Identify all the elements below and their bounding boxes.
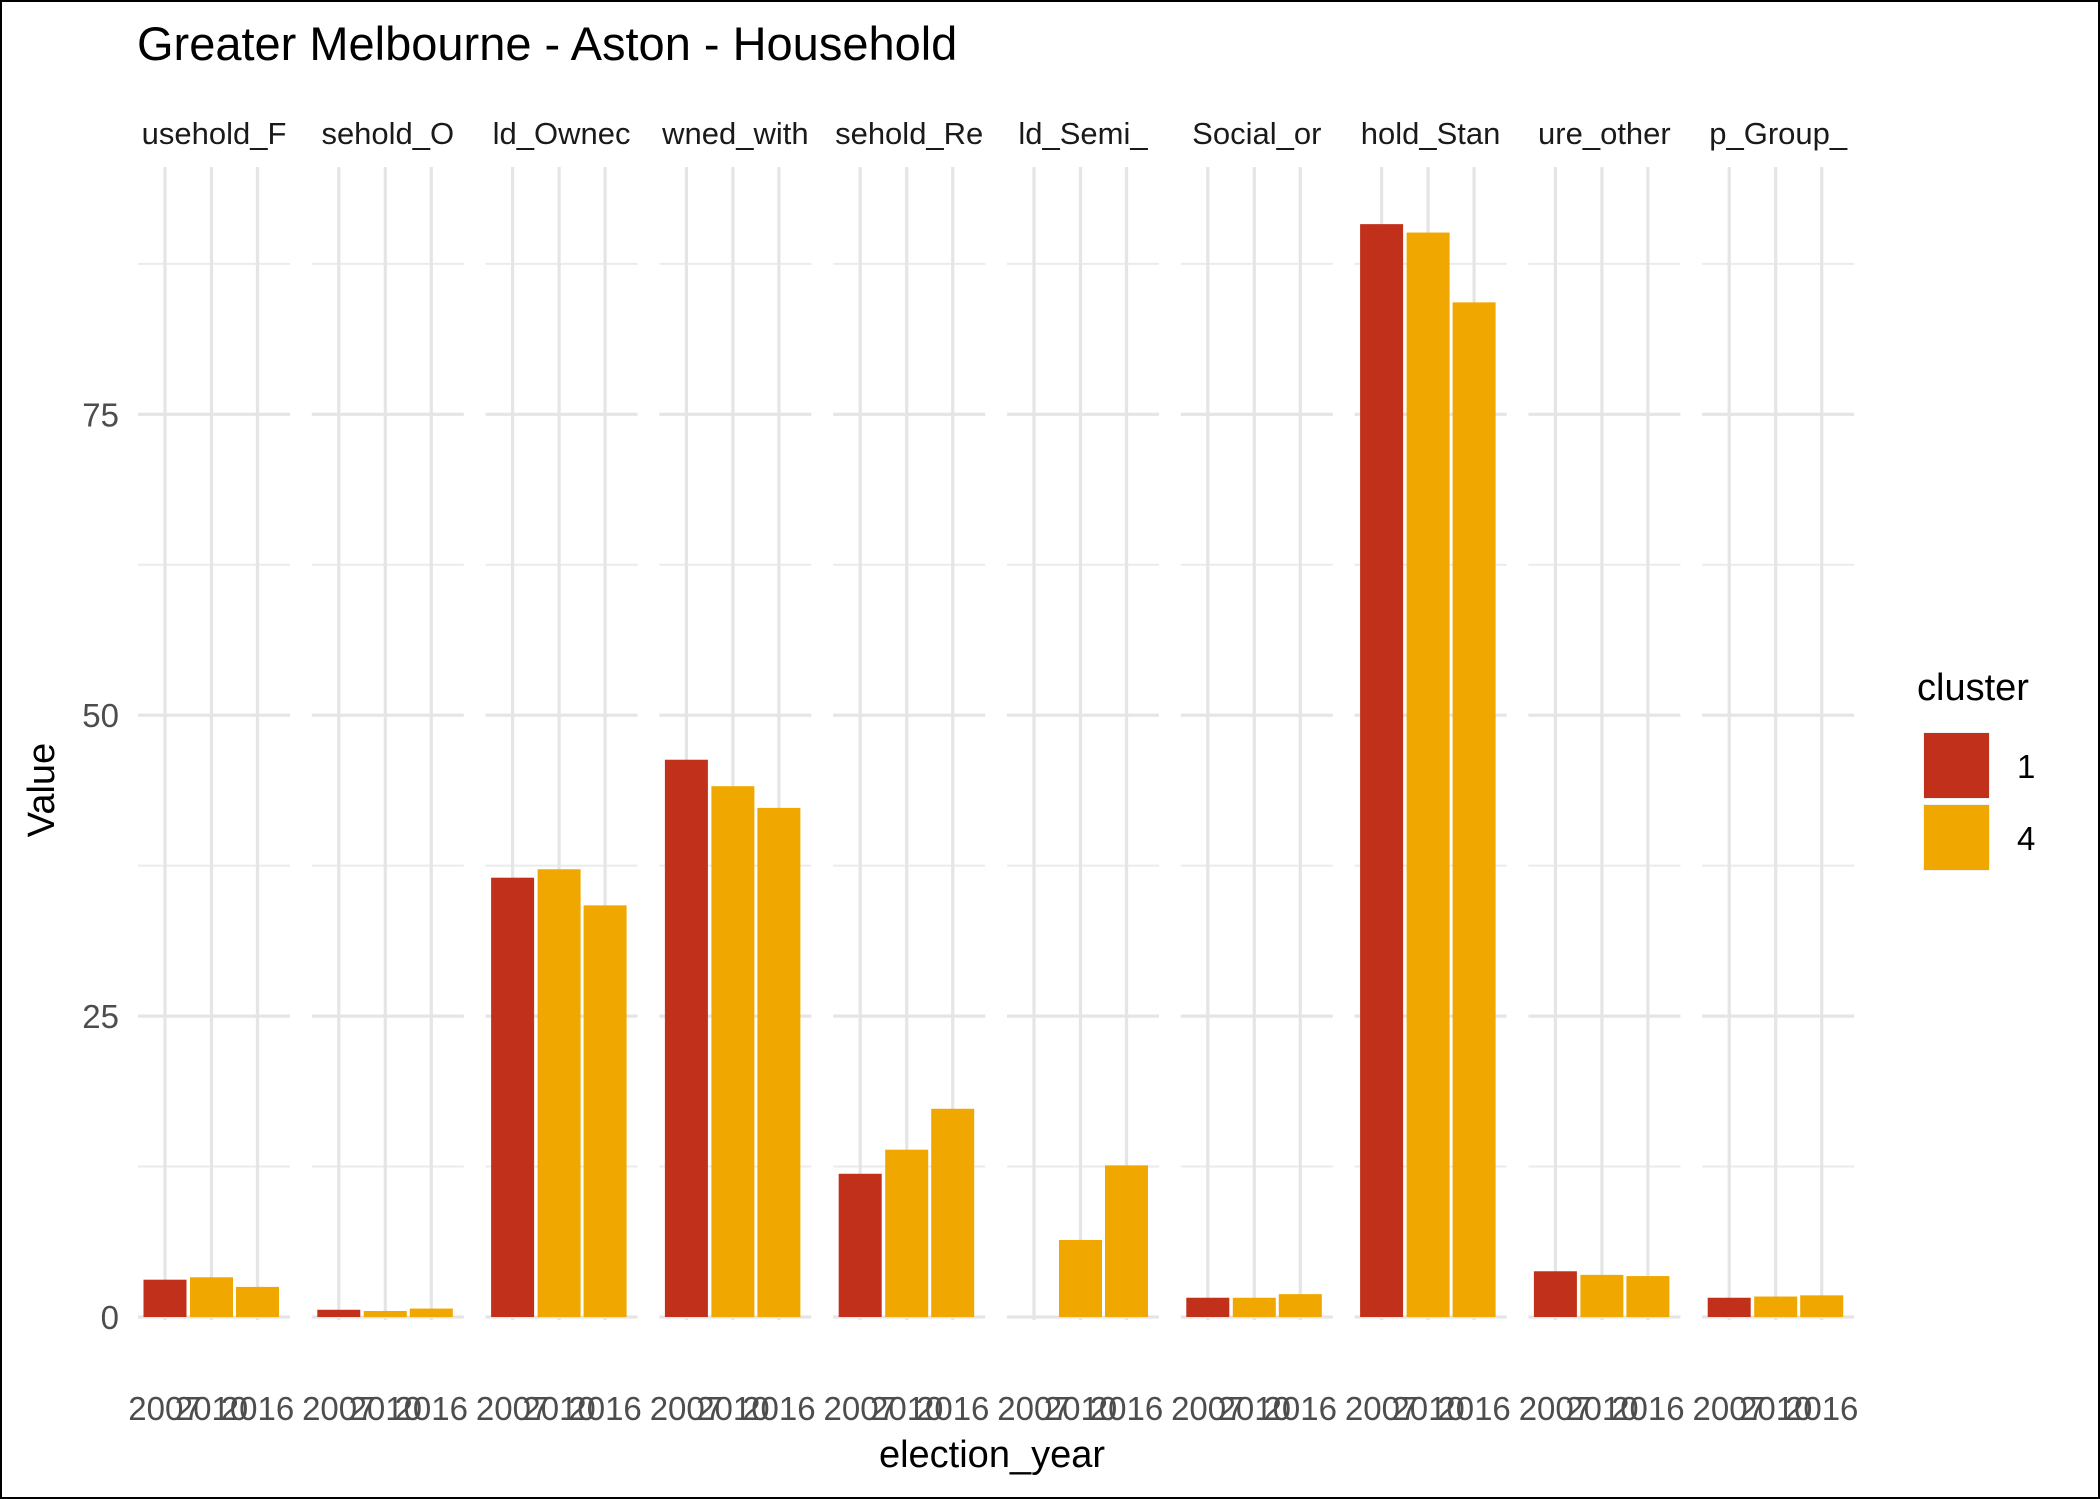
bar — [190, 1277, 233, 1317]
bar — [664, 759, 708, 1317]
facet-strip-label: p_Group_ — [1709, 116, 1848, 151]
facet-strip-label: Social_or — [1192, 116, 1321, 151]
bar — [1580, 1274, 1624, 1317]
facet-strip-label: ld_Ownec — [493, 116, 631, 151]
bar — [1406, 232, 1450, 1317]
bar — [885, 1149, 929, 1317]
x-axis-label: election_year — [879, 1434, 1105, 1476]
x-tick-label: 2007 — [476, 1390, 549, 1427]
x-tick-label: 2010 — [175, 1390, 248, 1427]
bar — [1533, 1271, 1577, 1317]
x-tick-label: 2016 — [1611, 1390, 1684, 1427]
x-tick-label: 2016 — [742, 1390, 815, 1427]
bar — [711, 786, 755, 1317]
bar — [143, 1279, 187, 1317]
bars — [143, 224, 1844, 1317]
x-tick-label: 2007 — [1692, 1390, 1765, 1427]
y-tick-label: 75 — [82, 396, 119, 433]
legend-swatch-1 — [1924, 733, 1989, 798]
x-tick-label: 2007 — [650, 1390, 723, 1427]
x-tick-label: 2010 — [1391, 1390, 1464, 1427]
facet-strip-label: hold_Stan — [1361, 116, 1501, 151]
bar — [838, 1173, 882, 1317]
bar — [1232, 1297, 1276, 1317]
x-tick-label: 2007 — [1171, 1390, 1244, 1427]
bar — [1105, 1165, 1148, 1317]
bar — [1059, 1239, 1102, 1317]
facet-strip-label: ld_Semi_ — [1018, 116, 1148, 151]
bar — [1452, 302, 1496, 1317]
bar — [1626, 1276, 1670, 1317]
bar — [1360, 224, 1404, 1317]
bar — [363, 1310, 407, 1317]
facet-strip-label: sehold_Re — [835, 116, 983, 151]
legend-swatch-4 — [1924, 805, 1989, 870]
x-tick-label: 2007 — [1345, 1390, 1418, 1427]
x-tick-label: 2016 — [568, 1390, 641, 1427]
bar — [409, 1308, 453, 1317]
x-tick-label: 2016 — [1785, 1390, 1858, 1427]
x-tick-label: 2007 — [128, 1390, 201, 1427]
bar — [1278, 1294, 1322, 1317]
facet-strip-label: wned_with — [661, 116, 808, 151]
legend: cluster 1 4 — [1917, 667, 2035, 871]
bar — [1707, 1297, 1751, 1317]
x-tick-label: 2016 — [1090, 1390, 1163, 1427]
bar — [583, 905, 627, 1317]
bar — [236, 1286, 279, 1317]
bar — [317, 1309, 361, 1317]
x-tick-label: 2010 — [870, 1390, 943, 1427]
x-tick-label: 2007 — [823, 1390, 896, 1427]
x-tick-label: 2010 — [1044, 1390, 1117, 1427]
legend-label-1: 1 — [2017, 748, 2035, 785]
facet-strip-labels: usehold_F sehold_O ld_Ownec wned_with sehold… — [142, 116, 1848, 151]
x-tick-label: 2010 — [1739, 1390, 1812, 1427]
facet-strip-label: usehold_F — [142, 116, 287, 151]
legend-label-4: 4 — [2017, 820, 2035, 857]
bar — [1186, 1297, 1230, 1317]
grid-layer — [138, 167, 1855, 1320]
x-tick-label: 2010 — [696, 1390, 769, 1427]
legend-title: cluster — [1917, 667, 2029, 709]
x-tick-label: 2010 — [522, 1390, 595, 1427]
facet-strip-label: sehold_O — [321, 116, 454, 151]
x-tick-label: 2016 — [395, 1390, 468, 1427]
x-tick-label: 2016 — [1437, 1390, 1510, 1427]
bar — [931, 1108, 975, 1317]
x-tick-label: 2016 — [916, 1390, 989, 1427]
facet-strip-label: ure_other — [1538, 116, 1671, 151]
chart-title: Greater Melbourne - Aston - Household — [137, 17, 957, 70]
bar — [1754, 1296, 1798, 1317]
x-tick-label: 2010 — [1218, 1390, 1291, 1427]
x-tick-label: 2016 — [221, 1390, 294, 1427]
bar — [1800, 1295, 1844, 1317]
x-tick-label: 2016 — [1264, 1390, 1337, 1427]
x-tick-label: 2007 — [302, 1390, 375, 1427]
x-tick-label: 2007 — [1519, 1390, 1592, 1427]
y-tick-label: 50 — [82, 697, 119, 734]
x-tick-label: 2010 — [1565, 1390, 1638, 1427]
bar — [757, 807, 801, 1317]
y-tick-label: 0 — [101, 1299, 119, 1336]
x-tick-label: 2010 — [349, 1390, 422, 1427]
y-axis: 0 25 50 75 — [82, 396, 119, 1336]
y-axis-label: Value — [21, 743, 63, 837]
y-tick-label: 25 — [82, 998, 119, 1035]
bar — [491, 877, 535, 1317]
bar — [537, 869, 581, 1317]
x-tick-label: 2007 — [997, 1390, 1070, 1427]
